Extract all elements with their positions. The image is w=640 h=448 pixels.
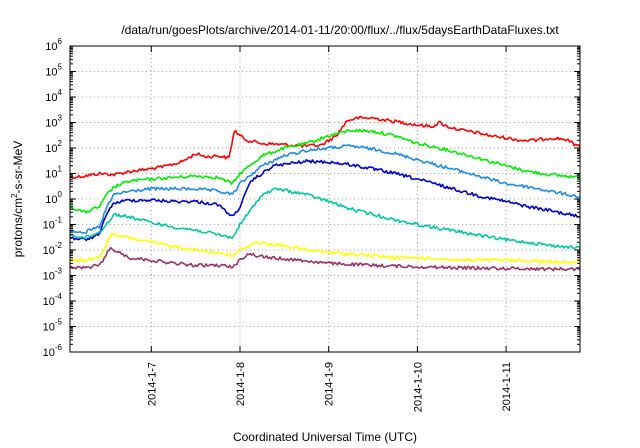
y-tick-base: 10 — [45, 92, 57, 104]
y-tick-base: 10 — [43, 296, 55, 308]
y-axis-label: protons/cm2-s-sr-MeV — [10, 141, 25, 257]
y-tick-label: 10-3 — [43, 267, 63, 283]
x-tick-label: 2014-1-7 — [146, 362, 158, 406]
y-tick-label: 102 — [45, 139, 62, 155]
y-tick-label: 104 — [45, 88, 62, 104]
y-tick-label: 103 — [45, 114, 62, 130]
y-tick-exponent: -1 — [55, 216, 63, 225]
y-tick-exponent: -6 — [55, 343, 63, 352]
y-axis-label-sup: 2 — [10, 193, 19, 198]
y-tick-label: 10-6 — [43, 343, 63, 359]
y-tick-exponent: -2 — [55, 241, 63, 250]
y-tick-exponent: 3 — [58, 114, 63, 123]
y-tick-exponent: 1 — [58, 165, 63, 174]
y-tick-base: 10 — [45, 41, 57, 53]
y-tick-label: 106 — [45, 37, 62, 53]
y-tick-exponent: -4 — [55, 292, 63, 301]
chart-title: /data/run/goesPlots/archive/2014-01-11/2… — [121, 23, 559, 37]
y-tick-label: 105 — [45, 63, 62, 79]
y-tick-exponent: 4 — [58, 88, 63, 97]
series-line-2 — [69, 128, 581, 214]
y-tick-exponent: 2 — [58, 139, 63, 148]
label-layer: 10-610-510-410-310-210-11001011021031041… — [43, 37, 513, 412]
y-tick-base: 10 — [45, 194, 57, 206]
y-tick-exponent: 0 — [58, 190, 63, 199]
y-tick-label: 10-1 — [43, 216, 63, 232]
grid-layer — [70, 46, 580, 352]
x-tick-label: 2014-1-9 — [324, 362, 336, 406]
series-line-1 — [69, 115, 581, 180]
tick-layer — [70, 45, 580, 353]
y-tick-base: 10 — [45, 143, 57, 155]
x-axis-label: Coordinated Universal Time (UTC) — [233, 430, 417, 444]
y-axis-label-main: protons/cm — [11, 198, 25, 257]
y-tick-base: 10 — [45, 118, 57, 130]
y-tick-label: 10-4 — [43, 292, 63, 308]
series-line-4 — [69, 158, 581, 242]
y-tick-base: 10 — [43, 347, 55, 359]
y-tick-exponent: -3 — [55, 267, 63, 276]
series-line-6 — [69, 232, 581, 264]
y-tick-label: 101 — [45, 165, 62, 181]
y-tick-base: 10 — [45, 169, 57, 181]
y-tick-base: 10 — [43, 220, 55, 232]
y-tick-label: 10-5 — [43, 318, 63, 334]
x-tick-label: 2014-1-8 — [235, 362, 247, 406]
series-line-7 — [69, 246, 581, 272]
y-tick-exponent: 6 — [58, 37, 63, 46]
y-tick-label: 10-2 — [43, 241, 63, 257]
x-tick-label: 2014-1-10 — [412, 362, 424, 412]
series-layer — [69, 115, 581, 272]
y-tick-base: 10 — [43, 271, 55, 283]
x-tick-label: 2014-1-11 — [501, 362, 513, 411]
y-axis-label-rest: -s-sr-MeV — [11, 141, 25, 194]
y-tick-base: 10 — [45, 67, 57, 79]
y-tick-exponent: 5 — [58, 63, 63, 72]
series-line-5 — [69, 187, 581, 250]
y-tick-label: 100 — [45, 190, 62, 206]
y-tick-exponent: -5 — [55, 318, 63, 327]
y-tick-base: 10 — [43, 322, 55, 334]
series-line-3 — [69, 144, 580, 234]
y-tick-base: 10 — [43, 245, 55, 257]
